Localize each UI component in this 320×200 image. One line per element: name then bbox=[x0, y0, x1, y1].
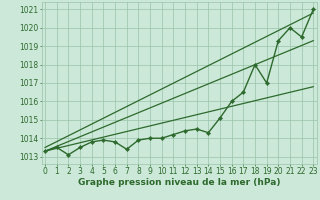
X-axis label: Graphe pression niveau de la mer (hPa): Graphe pression niveau de la mer (hPa) bbox=[78, 178, 280, 187]
